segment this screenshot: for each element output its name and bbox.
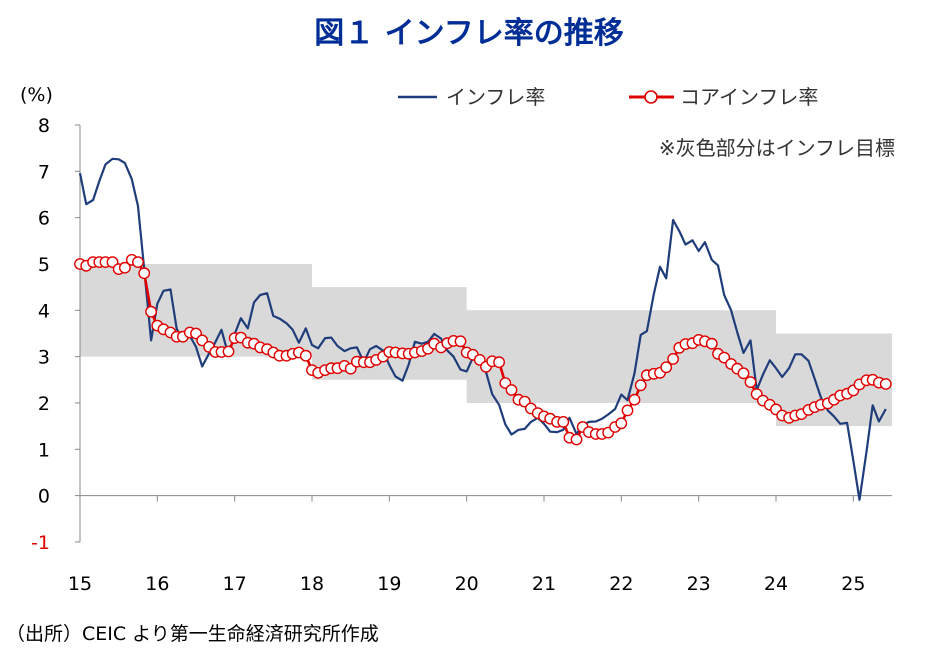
core-point [705,337,718,350]
chart-title: 図１ インフレ率の推移 [314,16,624,51]
core-point [634,379,647,392]
core-point [744,376,757,388]
core-point [132,256,144,268]
y-tick-label: 0 [38,486,50,508]
x-tick-label: 22 [609,573,633,595]
core-point [667,352,679,365]
core-point [621,404,634,417]
core-point [737,367,750,380]
x-tick-label: 16 [145,573,169,595]
core-point [879,378,892,390]
core-point [505,384,518,396]
y-tick-label: 5 [38,254,50,276]
series-group [74,157,892,501]
x-tick-label: 24 [764,573,788,595]
core-point [138,267,151,280]
x-tick-label: 21 [532,573,556,595]
legend-label-inflation: インフレ率 [446,85,545,109]
x-tick-label: 20 [455,573,479,595]
y-tick-label: 3 [38,347,50,369]
y-tick-label: 7 [38,161,50,183]
x-tick-label: 18 [300,573,324,595]
core-point [454,335,467,348]
legend: インフレ率 コアインフレ率 [398,85,818,109]
y-tick-label: 4 [38,300,50,322]
x-tick-label: 19 [377,573,401,595]
y-tick-label: 2 [38,393,50,415]
core-point [570,433,583,446]
core-point [222,345,235,358]
target-band [80,263,892,427]
target-band-group [80,263,892,427]
target-band-note: ※灰色部分はインフレ目標 [659,136,895,160]
y-tick-label: 6 [38,208,50,230]
core-point [628,393,641,406]
legend-marker-core [644,90,658,104]
x-tick-label: 23 [687,573,711,595]
core-point [660,361,673,374]
x-tick-label: 15 [68,573,92,595]
core-point [299,349,312,362]
core-point [119,261,131,274]
source-note: （出所）CEIC より第一生命経済研究所作成 [6,623,379,645]
core-point [557,415,570,428]
y-tick-label: 1 [38,439,50,461]
core-point [493,356,505,369]
x-tick-label: 25 [841,573,865,595]
core-point [615,417,628,430]
y-axis-unit-label: (%) [20,84,53,106]
legend-label-core: コアインフレ率 [680,85,818,109]
core-point [145,305,158,318]
x-tick-label: 17 [223,573,247,595]
y-tick-label: -1 [31,532,50,554]
y-tick-label: 8 [38,115,50,137]
